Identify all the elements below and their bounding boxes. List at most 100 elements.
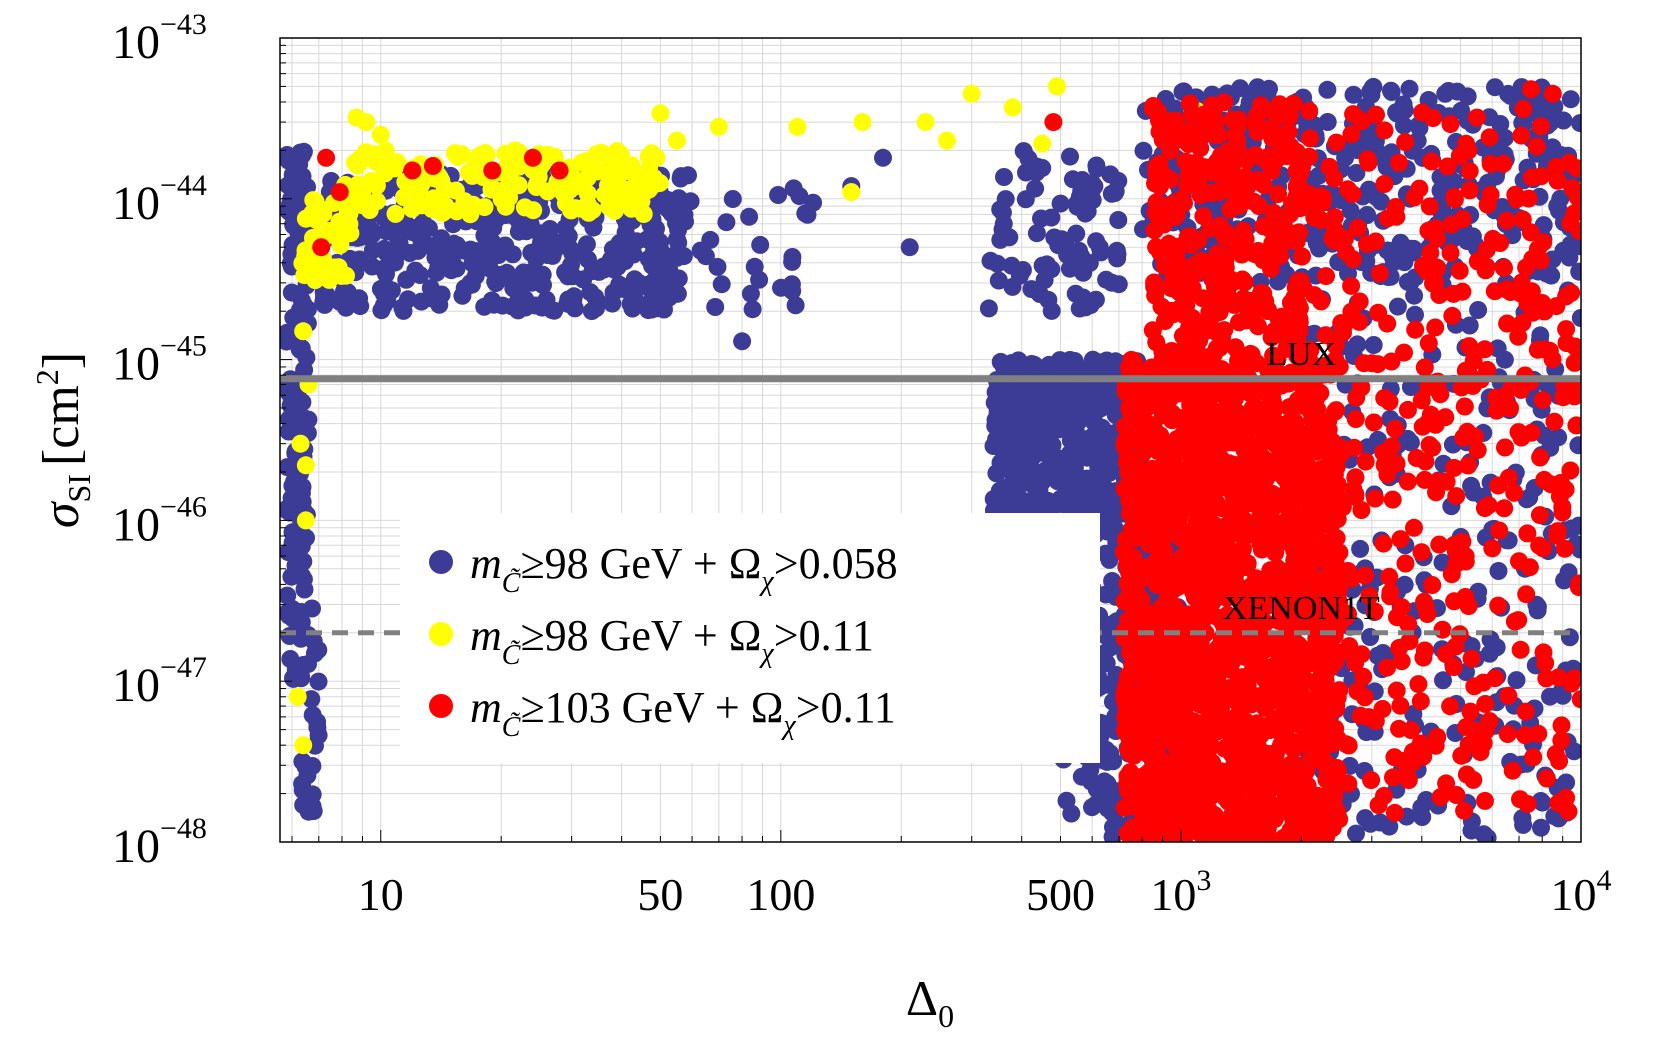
data-point [304, 797, 322, 815]
data-point [1196, 652, 1214, 670]
data-point [1215, 518, 1233, 536]
data-point [1003, 257, 1021, 275]
data-point [1221, 500, 1239, 518]
data-point [1231, 383, 1249, 401]
data-point [769, 186, 787, 204]
data-point [1059, 472, 1077, 490]
data-point [296, 410, 314, 428]
data-point [1535, 643, 1553, 661]
data-point [1305, 209, 1323, 227]
data-point [1508, 671, 1526, 689]
data-point [1483, 539, 1501, 557]
data-point [591, 261, 609, 279]
data-point [1358, 235, 1376, 253]
data-point [1442, 115, 1460, 133]
data-point [475, 227, 493, 245]
data-point [1165, 757, 1183, 775]
data-point [1284, 786, 1302, 804]
data-point [1392, 234, 1410, 252]
data-point [1219, 793, 1237, 811]
data-point [284, 610, 302, 628]
data-point [982, 252, 1000, 270]
data-point [616, 280, 634, 298]
data-point [1093, 779, 1111, 797]
data-point [1108, 249, 1126, 267]
data-point [1126, 745, 1144, 763]
data-point [1087, 232, 1105, 250]
data-point [1445, 188, 1463, 206]
data-point [1319, 644, 1337, 662]
data-point [1387, 208, 1405, 226]
data-point [1263, 464, 1281, 482]
data-point [1303, 460, 1321, 478]
data-point [425, 189, 443, 207]
data-point [1256, 151, 1274, 169]
data-point [1381, 393, 1399, 411]
data-point [1153, 298, 1171, 316]
data-point [397, 271, 415, 289]
data-point [1345, 86, 1363, 104]
data-point [1490, 562, 1508, 580]
data-point [1179, 228, 1197, 246]
data-point [576, 171, 594, 189]
data-point [1463, 822, 1481, 840]
data-point [643, 144, 661, 162]
data-point [1426, 319, 1444, 337]
data-point [372, 126, 390, 144]
data-point [1326, 208, 1344, 226]
data-point [1300, 514, 1318, 532]
data-point [1534, 391, 1552, 409]
data-point [1545, 413, 1563, 431]
data-point [1051, 490, 1069, 508]
data-point [1282, 762, 1300, 780]
data-point [1194, 424, 1212, 442]
data-point [1194, 749, 1212, 767]
data-point [622, 156, 640, 174]
data-point [1247, 447, 1265, 465]
data-point [652, 242, 670, 260]
data-point [1058, 792, 1076, 810]
data-point [387, 205, 405, 223]
data-point [1173, 409, 1191, 427]
data-point [1052, 195, 1070, 213]
data-point [1549, 794, 1567, 812]
data-point [1175, 831, 1193, 849]
data-point [1140, 559, 1158, 577]
data-point [1468, 109, 1486, 127]
data-point [1349, 219, 1367, 237]
data-point [1382, 82, 1400, 100]
data-point [1385, 748, 1403, 766]
data-point [1344, 185, 1362, 203]
data-point [1521, 558, 1539, 576]
data-point [1211, 217, 1229, 235]
data-point [1517, 585, 1535, 603]
data-point [1224, 274, 1242, 292]
data-point [278, 587, 296, 605]
data-point [460, 163, 478, 181]
data-point [1033, 135, 1051, 153]
data-point [1122, 620, 1140, 638]
data-point [672, 170, 690, 188]
data-point [1293, 159, 1311, 177]
data-point [1205, 403, 1223, 421]
data-point [1457, 718, 1475, 736]
data-point [1528, 138, 1546, 156]
data-point [1183, 309, 1201, 327]
data-point [1402, 434, 1420, 452]
data-point [1076, 205, 1094, 223]
data-point [1021, 455, 1039, 473]
data-point [1469, 301, 1487, 319]
data-point [1443, 307, 1461, 325]
data-point [1234, 175, 1252, 193]
data-point [293, 291, 311, 309]
data-point [1325, 169, 1343, 187]
data-point [1295, 730, 1313, 748]
data-point [620, 242, 638, 260]
data-point [995, 168, 1013, 186]
data-point [1405, 287, 1423, 305]
data-point [428, 264, 446, 282]
data-point [1058, 448, 1076, 466]
data-point [1439, 158, 1457, 176]
data-point [1531, 449, 1549, 467]
